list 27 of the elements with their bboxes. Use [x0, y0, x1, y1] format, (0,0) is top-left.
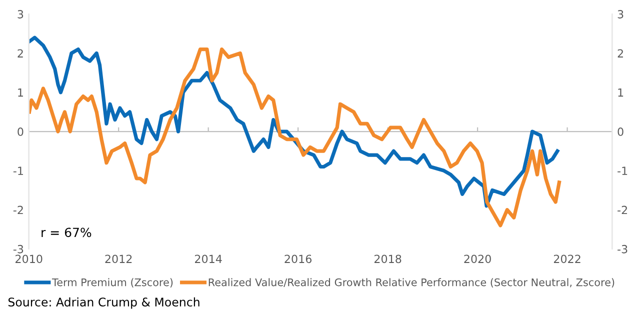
- y-tick-label: 2: [18, 49, 23, 58]
- y2-tick-label: 3: [618, 10, 624, 18]
- line-series: [28, 48, 562, 228]
- y-tick-label: -3: [13, 244, 24, 254]
- y-tick-label: -1: [13, 166, 23, 175]
- y2-tick-label: -2: [618, 206, 627, 214]
- y2-tick-label: 0: [618, 127, 624, 136]
- y2-tick-label: 1: [618, 88, 624, 97]
- y2-tick-label: -1: [618, 166, 628, 175]
- y2-tick-label: 2: [618, 49, 623, 58]
- line-series: [28, 36, 560, 208]
- source-note: Source: Adrian Crump & Moench: [8, 297, 200, 309]
- annotation: r = 67%: [42, 228, 92, 238]
- x-tick-label: 2010: [16, 254, 42, 264]
- y-tick-label: 1: [18, 88, 23, 97]
- x-tick-label: 2014: [195, 254, 222, 264]
- y-tick-label: 0: [18, 127, 24, 136]
- legend-label: Term Premium (Zscore): [52, 278, 173, 288]
- x-tick-label: 2018: [374, 254, 402, 264]
- y-tick-label: -2: [13, 206, 23, 214]
- x-tick-label: 2022: [554, 254, 580, 264]
- x-tick-label: 2016: [284, 254, 312, 264]
- legend-label: Realized Value/Realized Growth Relative Performance (Sector Neutral, Zscore): [208, 278, 614, 288]
- y-tick-label: 3: [18, 10, 24, 18]
- y2-tick-label: -3: [618, 244, 628, 254]
- x-tick-label: 2012: [105, 254, 132, 264]
- x-tick-label: 2020: [464, 254, 491, 264]
